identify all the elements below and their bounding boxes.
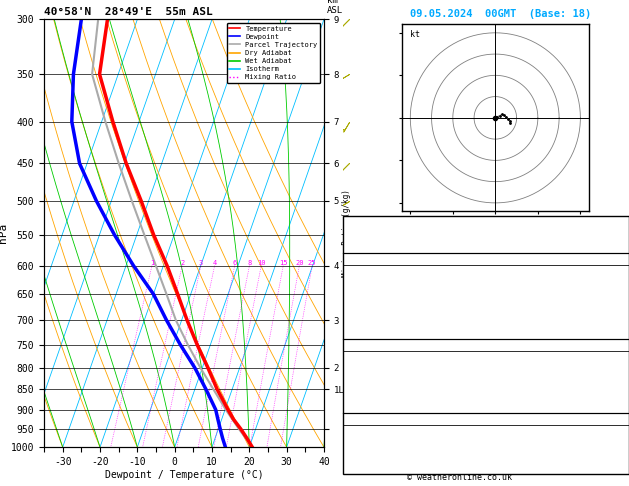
Text: StmDir: StmDir — [348, 451, 380, 460]
Text: 25: 25 — [308, 260, 316, 266]
Text: 82: 82 — [613, 402, 624, 411]
Text: 4: 4 — [213, 260, 217, 266]
Text: 10: 10 — [257, 260, 265, 266]
Text: 285°: 285° — [603, 451, 624, 460]
Text: 321: 321 — [608, 365, 624, 374]
Text: kt: kt — [410, 30, 420, 39]
Text: -1: -1 — [613, 304, 624, 313]
Text: CIN (J): CIN (J) — [348, 402, 386, 411]
Text: Lifted Index: Lifted Index — [348, 377, 413, 386]
Text: 3: 3 — [199, 260, 203, 266]
Text: 13.6: 13.6 — [603, 279, 624, 288]
Text: Totals Totals: Totals Totals — [348, 230, 418, 239]
Text: θₑ (K): θₑ (K) — [348, 365, 380, 374]
Text: Most Unstable: Most Unstable — [451, 341, 521, 349]
Text: Temp (°C): Temp (°C) — [348, 267, 396, 276]
Text: © weatheronline.co.uk: © weatheronline.co.uk — [407, 473, 511, 482]
Text: 6: 6 — [233, 260, 237, 266]
Text: 20: 20 — [295, 260, 304, 266]
Text: 321: 321 — [608, 292, 624, 300]
Text: θₑ(K): θₑ(K) — [348, 292, 375, 300]
Text: 20.8: 20.8 — [603, 267, 624, 276]
Text: StmSpd (kt): StmSpd (kt) — [348, 463, 407, 472]
Text: 27: 27 — [613, 439, 624, 448]
Text: 8: 8 — [247, 260, 252, 266]
Text: 102: 102 — [608, 390, 624, 399]
Text: Dewp (°C): Dewp (°C) — [348, 279, 396, 288]
Text: 13: 13 — [613, 426, 624, 435]
Text: 2: 2 — [180, 260, 184, 266]
Text: 3: 3 — [618, 463, 624, 472]
Text: Surface: Surface — [467, 255, 504, 264]
Text: -1: -1 — [613, 377, 624, 386]
Text: 1: 1 — [150, 260, 154, 266]
Text: Pressure (mb): Pressure (mb) — [348, 353, 418, 362]
Text: 14: 14 — [613, 218, 624, 227]
Text: PW (cm): PW (cm) — [348, 243, 386, 251]
Text: CIN (J): CIN (J) — [348, 329, 386, 337]
Text: 82: 82 — [613, 329, 624, 337]
Text: 1009: 1009 — [603, 353, 624, 362]
Text: SREH: SREH — [348, 439, 369, 448]
Text: 15: 15 — [279, 260, 287, 266]
Text: 40°58'N  28°49'E  55m ASL: 40°58'N 28°49'E 55m ASL — [44, 7, 213, 17]
Text: K: K — [348, 218, 353, 227]
Text: CAPE (J): CAPE (J) — [348, 316, 391, 325]
Text: Lifted Index: Lifted Index — [348, 304, 413, 313]
Text: CAPE (J): CAPE (J) — [348, 390, 391, 399]
Text: EH: EH — [348, 426, 359, 435]
Text: 1.99: 1.99 — [603, 243, 624, 251]
X-axis label: Dewpoint / Temperature (°C): Dewpoint / Temperature (°C) — [104, 469, 264, 480]
Text: 102: 102 — [608, 316, 624, 325]
Legend: Temperature, Dewpoint, Parcel Trajectory, Dry Adiabat, Wet Adiabat, Isotherm, Mi: Temperature, Dewpoint, Parcel Trajectory… — [226, 23, 320, 83]
Text: Mixing Ratio (g/kg): Mixing Ratio (g/kg) — [342, 190, 351, 277]
Text: 09.05.2024  00GMT  (Base: 18): 09.05.2024 00GMT (Base: 18) — [409, 9, 591, 19]
Text: Hodograph: Hodograph — [462, 414, 510, 423]
Y-axis label: hPa: hPa — [0, 223, 8, 243]
Text: km
ASL: km ASL — [326, 0, 343, 15]
Text: 44: 44 — [613, 230, 624, 239]
